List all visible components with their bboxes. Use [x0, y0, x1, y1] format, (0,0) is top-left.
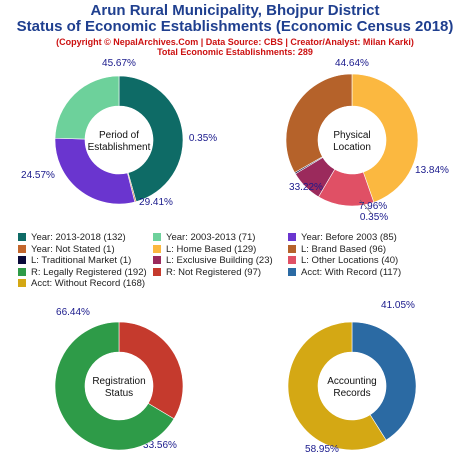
pct-label-r-legally-registered: 66.44% [56, 307, 90, 318]
donut-center-label: Records [333, 388, 370, 399]
donut-hole [318, 352, 386, 420]
donut-center-label: Status [105, 388, 133, 399]
legend-label: L: Brand Based (96) [301, 243, 387, 255]
legend-swatch [153, 244, 161, 253]
legend-swatch [288, 267, 296, 276]
donut-hole [318, 106, 386, 174]
legend-item: Acct: With Record (117) [288, 267, 401, 278]
legend-item: R: Not Registered (97) [153, 267, 261, 278]
legend-swatch [153, 233, 161, 241]
donut-center-label: Registration [92, 376, 145, 387]
legend-label: Year: 2003-2013 (71) [166, 232, 256, 243]
legend-label: Acct: Without Record (168) [31, 278, 146, 289]
donut-hole [85, 106, 153, 174]
legend-item: L: Traditional Market (1) [18, 255, 131, 266]
donut-center-label: Establishment [88, 142, 151, 153]
pct-label-l-exclusive-building: 7.96% [359, 201, 387, 212]
pct-label-l-traditional-market: 0.35% [360, 212, 388, 223]
legend-item: L: Home Based (129) [153, 244, 256, 255]
legend-label: L: Home Based (129) [166, 243, 257, 255]
donut-center-label: Accounting [327, 376, 376, 387]
legend-item: Year: 2003-2013 (71) [153, 232, 255, 243]
pct-label-acct-with-record: 41.05% [381, 300, 415, 311]
donut-hole [85, 352, 153, 420]
chart-title-line1: Arun Rural Municipality, Bhojpur Distric… [90, 2, 380, 19]
donut-center-label: Period of [99, 130, 139, 141]
credit-line: (Copyright © NepalArchives.Com | Data So… [56, 37, 414, 47]
legend-label: Acct: With Record (117) [301, 266, 402, 278]
legend-item: Year: Not Stated (1) [18, 244, 115, 255]
total-establishments: Total Economic Establishments: 289 [157, 47, 313, 57]
legend-swatch [153, 256, 161, 264]
legend-label: L: Traditional Market (1) [31, 255, 132, 266]
legend-swatch [18, 244, 26, 253]
legend-label: R: Not Registered (97) [166, 266, 262, 278]
legend-label: Year: Not Stated (1) [31, 243, 115, 255]
legend-item: L: Exclusive Building (23) [153, 255, 273, 266]
pct-label-acct-without-record: 58.95% [305, 444, 339, 455]
pct-label-year-2013-2018: 45.67% [102, 58, 136, 69]
legend-label: R: Legally Registered (192) [31, 266, 147, 278]
legend-swatch [18, 279, 26, 287]
legend-swatch [18, 233, 26, 241]
legend-label: Year: Before 2003 (85) [301, 232, 397, 243]
legend-item: Year: Before 2003 (85) [288, 232, 397, 243]
legend-item: L: Brand Based (96) [288, 244, 386, 255]
pct-label-l-home-based: 44.64% [335, 58, 369, 69]
pct-label-l-other-locations: 13.84% [415, 165, 449, 176]
pct-label-year-before-2003: 29.41% [139, 197, 173, 208]
legend-item: R: Legally Registered (192) [18, 267, 147, 278]
legend-item: Year: 2013-2018 (132) [18, 232, 126, 243]
pct-label-r-not-registered: 33.56% [143, 440, 177, 451]
legend-swatch [288, 256, 296, 264]
donut-center-label: Location [333, 142, 371, 153]
donut-center-label: Physical [333, 130, 370, 141]
leader-line [359, 199, 373, 215]
chart-title-line2: Status of Economic Establishments (Econo… [16, 18, 454, 35]
legend-item: Acct: Without Record (168) [18, 278, 145, 289]
legend-swatch [288, 244, 296, 253]
legend-swatch [153, 267, 161, 276]
legend-label: L: Exclusive Building (23) [166, 255, 273, 266]
legend-label: Year: 2013-2018 (132) [31, 232, 126, 243]
legend-swatch [288, 233, 296, 241]
legend-label: L: Other Locations (40) [301, 255, 399, 266]
pct-label-year-not-stated: 0.35% [189, 133, 217, 144]
legend-swatch [18, 267, 26, 276]
pct-label-l-brand-based: 33.22% [289, 182, 323, 193]
pct-label-year-2003-2013: 24.57% [21, 170, 55, 181]
legend-item: L: Other Locations (40) [288, 255, 398, 266]
legend-swatch [18, 256, 26, 264]
donut-slice-l-home-based [351, 73, 419, 203]
